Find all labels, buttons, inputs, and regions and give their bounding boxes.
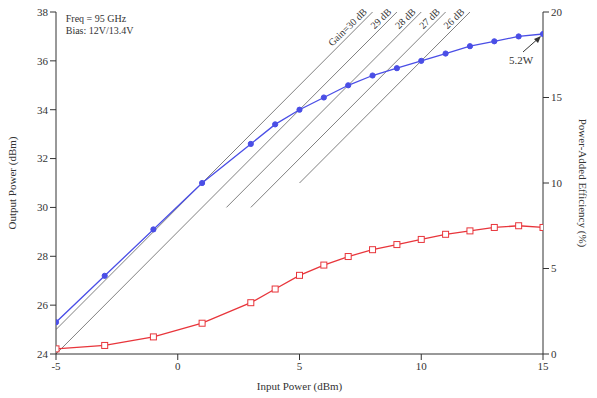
svg-text:-5: -5	[51, 360, 61, 372]
svg-text:26: 26	[37, 299, 49, 311]
svg-text:Freq = 95 GHz: Freq = 95 GHz	[66, 13, 127, 24]
svg-text:0: 0	[175, 360, 181, 372]
svg-text:20: 20	[551, 6, 563, 18]
svg-text:Bias: 12V/13.4V: Bias: 12V/13.4V	[66, 25, 135, 36]
svg-text:Power-Added Efficiency (%): Power-Added Efficiency (%)	[576, 119, 589, 248]
svg-text:Input Power (dBm): Input Power (dBm)	[257, 380, 343, 393]
svg-text:36: 36	[37, 55, 49, 67]
svg-text:15: 15	[538, 360, 550, 372]
svg-text:10: 10	[416, 360, 428, 372]
svg-text:0: 0	[551, 348, 557, 360]
svg-text:15: 15	[551, 91, 563, 103]
svg-text:34: 34	[37, 104, 49, 116]
svg-text:10: 10	[551, 177, 563, 189]
svg-text:30: 30	[37, 201, 49, 213]
svg-text:26 dB: 26 dB	[441, 6, 466, 31]
svg-text:5: 5	[297, 360, 303, 372]
svg-text:29 dB: 29 dB	[368, 6, 393, 31]
svg-text:24: 24	[37, 348, 49, 360]
svg-text:27 dB: 27 dB	[417, 6, 442, 31]
svg-text:5.2W: 5.2W	[509, 54, 534, 66]
svg-text:Output Power (dBm): Output Power (dBm)	[6, 136, 19, 229]
svg-text:28 dB: 28 dB	[393, 6, 418, 31]
svg-text:Gain=30 dB: Gain=30 dB	[326, 6, 369, 48]
svg-text:28: 28	[37, 250, 49, 262]
svg-text:32: 32	[37, 152, 48, 164]
svg-text:38: 38	[37, 6, 49, 18]
svg-text:5: 5	[551, 262, 557, 274]
